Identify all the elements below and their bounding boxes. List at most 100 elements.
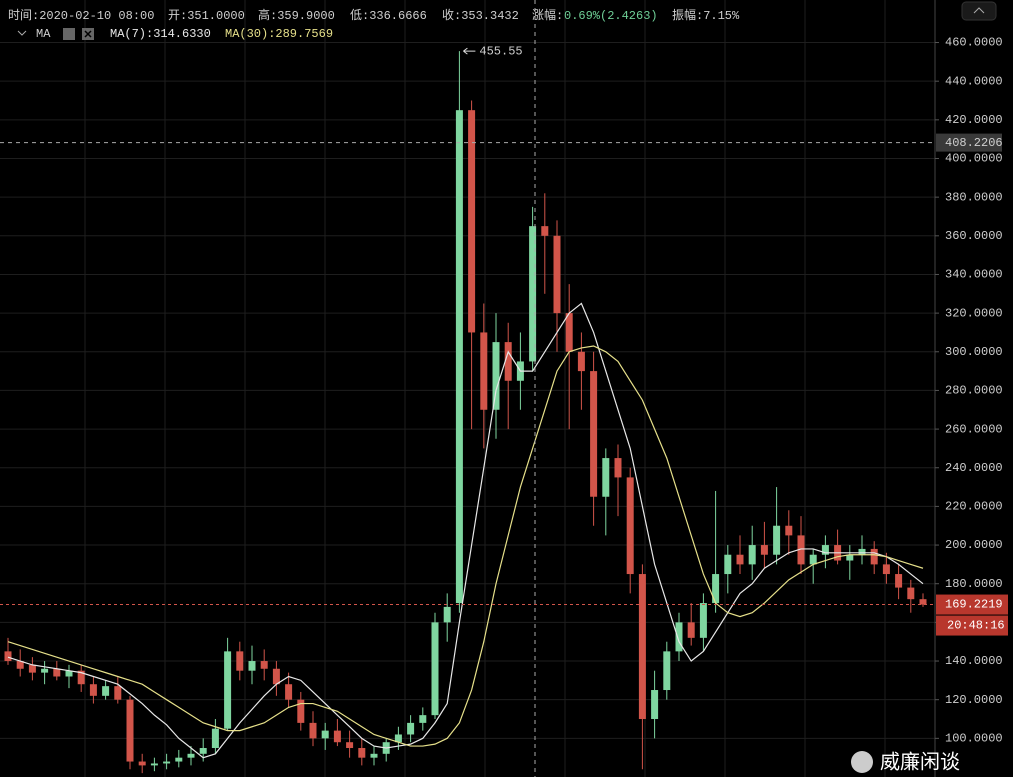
overlay: 100.0000120.0000140.0000160.0000180.0000… (0, 36, 1008, 746)
y-tick-label: 460.0000 (945, 36, 1003, 50)
collapse-icon[interactable] (17, 30, 27, 36)
candle-body (797, 535, 805, 565)
scroll-icon (973, 7, 985, 14)
close-icon (84, 30, 92, 38)
candle-body (114, 686, 122, 700)
candle-body (773, 525, 781, 555)
candle-body (138, 761, 146, 766)
candle-body (895, 574, 903, 588)
last-price-label: 169.2219 (945, 598, 1003, 612)
y-tick-label: 300.0000 (945, 345, 1003, 359)
ma30-value: MA(30):289.7569 (225, 27, 333, 41)
candle-body (699, 603, 707, 638)
candle-body (480, 332, 488, 410)
candle-body (553, 235, 561, 314)
candle-body (590, 371, 598, 497)
candle-body (455, 110, 463, 604)
candle-body (150, 763, 158, 766)
candle-body (41, 668, 49, 673)
candle-body (89, 684, 97, 696)
candle-body (28, 664, 36, 673)
y-tick-label: 400.0000 (945, 152, 1003, 166)
candle-body (394, 734, 402, 743)
header-low: 低:336.6666 (350, 8, 427, 23)
candle-body (638, 574, 646, 720)
candle-body (187, 753, 195, 758)
candle-body (626, 477, 634, 575)
header-open: 开:351.0000 (168, 9, 245, 23)
max-arrow (463, 47, 476, 55)
y-tick-label: 200.0000 (945, 538, 1003, 552)
candle-body (102, 686, 110, 696)
candle-body (199, 748, 207, 754)
marks (4, 51, 927, 774)
y-tick-label: 420.0000 (945, 113, 1003, 127)
crosshair-label-box (936, 133, 1002, 152)
candle-body (126, 699, 134, 762)
y-tick-label: 320.0000 (945, 306, 1003, 320)
y-tick-label: 360.0000 (945, 229, 1003, 243)
candle-body (919, 599, 927, 605)
y-tick-label: 180.0000 (945, 577, 1003, 591)
y-tick-label: 260.0000 (945, 422, 1003, 436)
candle-body (614, 458, 622, 478)
candle-body (675, 622, 683, 652)
candle-body (724, 554, 732, 575)
candle-body (541, 226, 549, 236)
wechat-icon (851, 751, 873, 773)
settings-button[interactable] (63, 28, 75, 40)
candle-body (65, 670, 73, 677)
scroll-button[interactable] (961, 1, 997, 21)
header-change-label: 涨幅: (532, 7, 563, 23)
candle-body (687, 622, 695, 638)
candle-body (577, 351, 585, 372)
candle-body (529, 226, 537, 362)
header-change: 0.69%(2.4263) (564, 9, 658, 23)
candle-body (565, 313, 573, 352)
candle-body (248, 661, 256, 671)
y-tick-label: 100.0000 (945, 732, 1003, 746)
candle-body (602, 458, 610, 497)
candle-body (431, 622, 439, 716)
candle-body (321, 730, 329, 739)
candle-body (504, 342, 512, 381)
countdown-box (936, 615, 1008, 636)
candle-body (272, 668, 280, 685)
candle-body (809, 554, 817, 565)
ma-line (7, 302, 924, 759)
y-tick-label: 280.0000 (945, 384, 1003, 398)
candle-body (53, 668, 61, 677)
header-close: 收:353.3432 (442, 8, 519, 23)
candle-body (760, 545, 768, 555)
ma-line (7, 345, 924, 747)
candle-body (870, 548, 878, 565)
candle-body (907, 587, 915, 600)
candle-body (346, 742, 354, 749)
candle-body (846, 554, 854, 561)
y-tick-label: 440.0000 (945, 74, 1003, 88)
header-time: 时间:2020-02-10 08:00 (8, 8, 154, 23)
candle-body (297, 699, 305, 723)
candle-body (333, 730, 341, 743)
candle-body (712, 574, 720, 604)
ma7-value: MA(7):314.6330 (110, 27, 211, 41)
candle-body (163, 761, 171, 764)
y-tick-label: 220.0000 (945, 500, 1003, 514)
candle-body (882, 564, 890, 575)
candle-body (260, 661, 268, 669)
candle-body (785, 525, 793, 536)
y-tick-label: 380.0000 (945, 190, 1003, 204)
candle-body (358, 748, 366, 758)
candle-body (211, 728, 219, 749)
max-label: 455.55 (479, 44, 522, 58)
candle-body (16, 661, 24, 669)
last-price-box (936, 594, 1008, 615)
indicator-name: MA (36, 27, 51, 41)
candle-body (821, 545, 829, 555)
header-high: 高:359.9000 (258, 7, 335, 23)
candle-body (492, 342, 500, 410)
candle-body (443, 606, 451, 623)
